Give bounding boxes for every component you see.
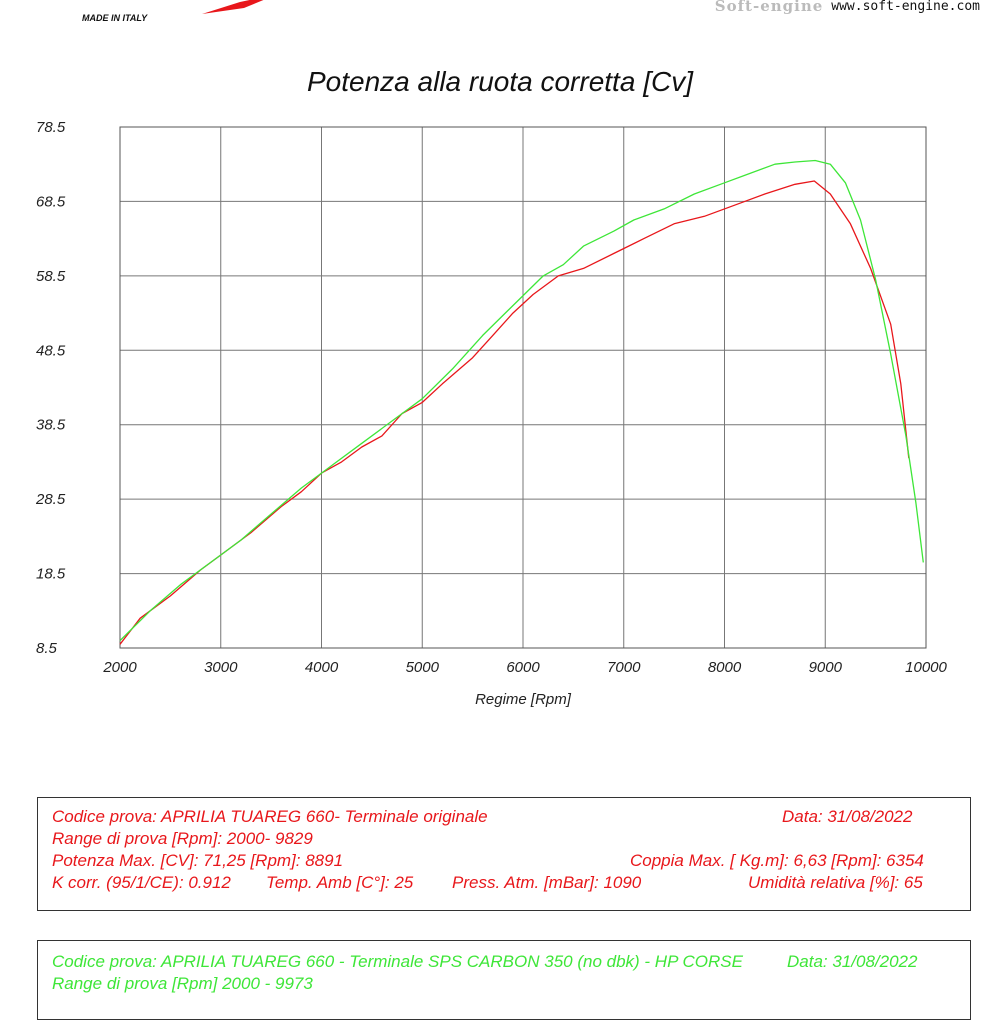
made-in-italy-label: MADE IN ITALY — [82, 13, 148, 23]
max-torque: Coppia Max. [ Kg.m]: 6,63 [Rpm]: 6354 — [630, 851, 924, 870]
test-info-box-sps: Codice prova: APRILIA TUAREG 660 - Termi… — [37, 940, 971, 1020]
y-tick-label: 38.5 — [36, 417, 66, 434]
chart-title: Potenza alla ruota corretta [Cv] — [307, 66, 693, 97]
y-tick-label: 78.5 — [36, 119, 66, 136]
test-code: Codice prova: APRILIA TUAREG 660- Termin… — [52, 807, 488, 826]
x-tick-label: 3000 — [204, 659, 238, 676]
test-date: Data: 31/08/2022 — [787, 952, 918, 971]
test-date: Data: 31/08/2022 — [782, 807, 913, 826]
max-power: Potenza Max. [CV]: 71,25 [Rpm]: 8891 — [52, 851, 344, 870]
x-axis-label: Regime [Rpm] — [475, 691, 572, 708]
test-info-box-original: Codice prova: APRILIA TUAREG 660- Termin… — [37, 797, 971, 911]
x-tick-label: 8000 — [708, 659, 742, 676]
humidity: Umidità relativa [%]: 65 — [748, 873, 923, 892]
soft-engine-logo-text: Soft-engine — [714, 0, 824, 15]
soft-engine-logo: Soft-engine www.soft-engine.com — [715, 0, 980, 18]
y-tick-label: 48.5 — [36, 342, 66, 359]
k-corr: K corr. (95/1/CE): 0.912 — [52, 873, 231, 892]
ambient-temp: Temp. Amb [C°]: 25 — [266, 873, 414, 892]
soft-engine-url: www.soft-engine.com — [831, 0, 980, 14]
atm-pressure: Press. Atm. [mBar]: 1090 — [452, 873, 642, 892]
x-tick-label: 6000 — [506, 659, 540, 676]
brand-logo: MADE IN ITALY — [0, 0, 300, 32]
test-range: Range di prova [Rpm]: 2000- 9829 — [52, 829, 313, 848]
x-tick-label: 9000 — [809, 659, 843, 676]
test-range: Range di prova [Rpm] 2000 - 9973 — [52, 974, 313, 993]
y-tick-label: 18.5 — [36, 566, 66, 583]
y-tick-label: 58.5 — [36, 268, 66, 285]
x-tick-label: 2000 — [102, 659, 137, 676]
y-tick-label: 8.5 — [36, 640, 58, 657]
power-chart: 2000 3000 4000 5000 6000 7000 8000 9000 10000 8.5… — [35, 119, 948, 708]
plot-frame — [119, 126, 927, 649]
brand-swoosh-icon — [202, 0, 264, 14]
test-code: Codice prova: APRILIA TUAREG 660 - Termi… — [52, 952, 743, 971]
y-tick-label: 68.5 — [36, 193, 66, 210]
x-tick-label: 4000 — [305, 659, 339, 676]
series-line-original — [119, 180, 910, 645]
x-tick-label: 10000 — [905, 659, 947, 676]
x-tick-label: 7000 — [607, 659, 641, 676]
y-tick-label: 28.5 — [35, 491, 66, 508]
x-tick-label: 5000 — [406, 659, 440, 676]
series-line-sps-carbon — [119, 159, 924, 642]
